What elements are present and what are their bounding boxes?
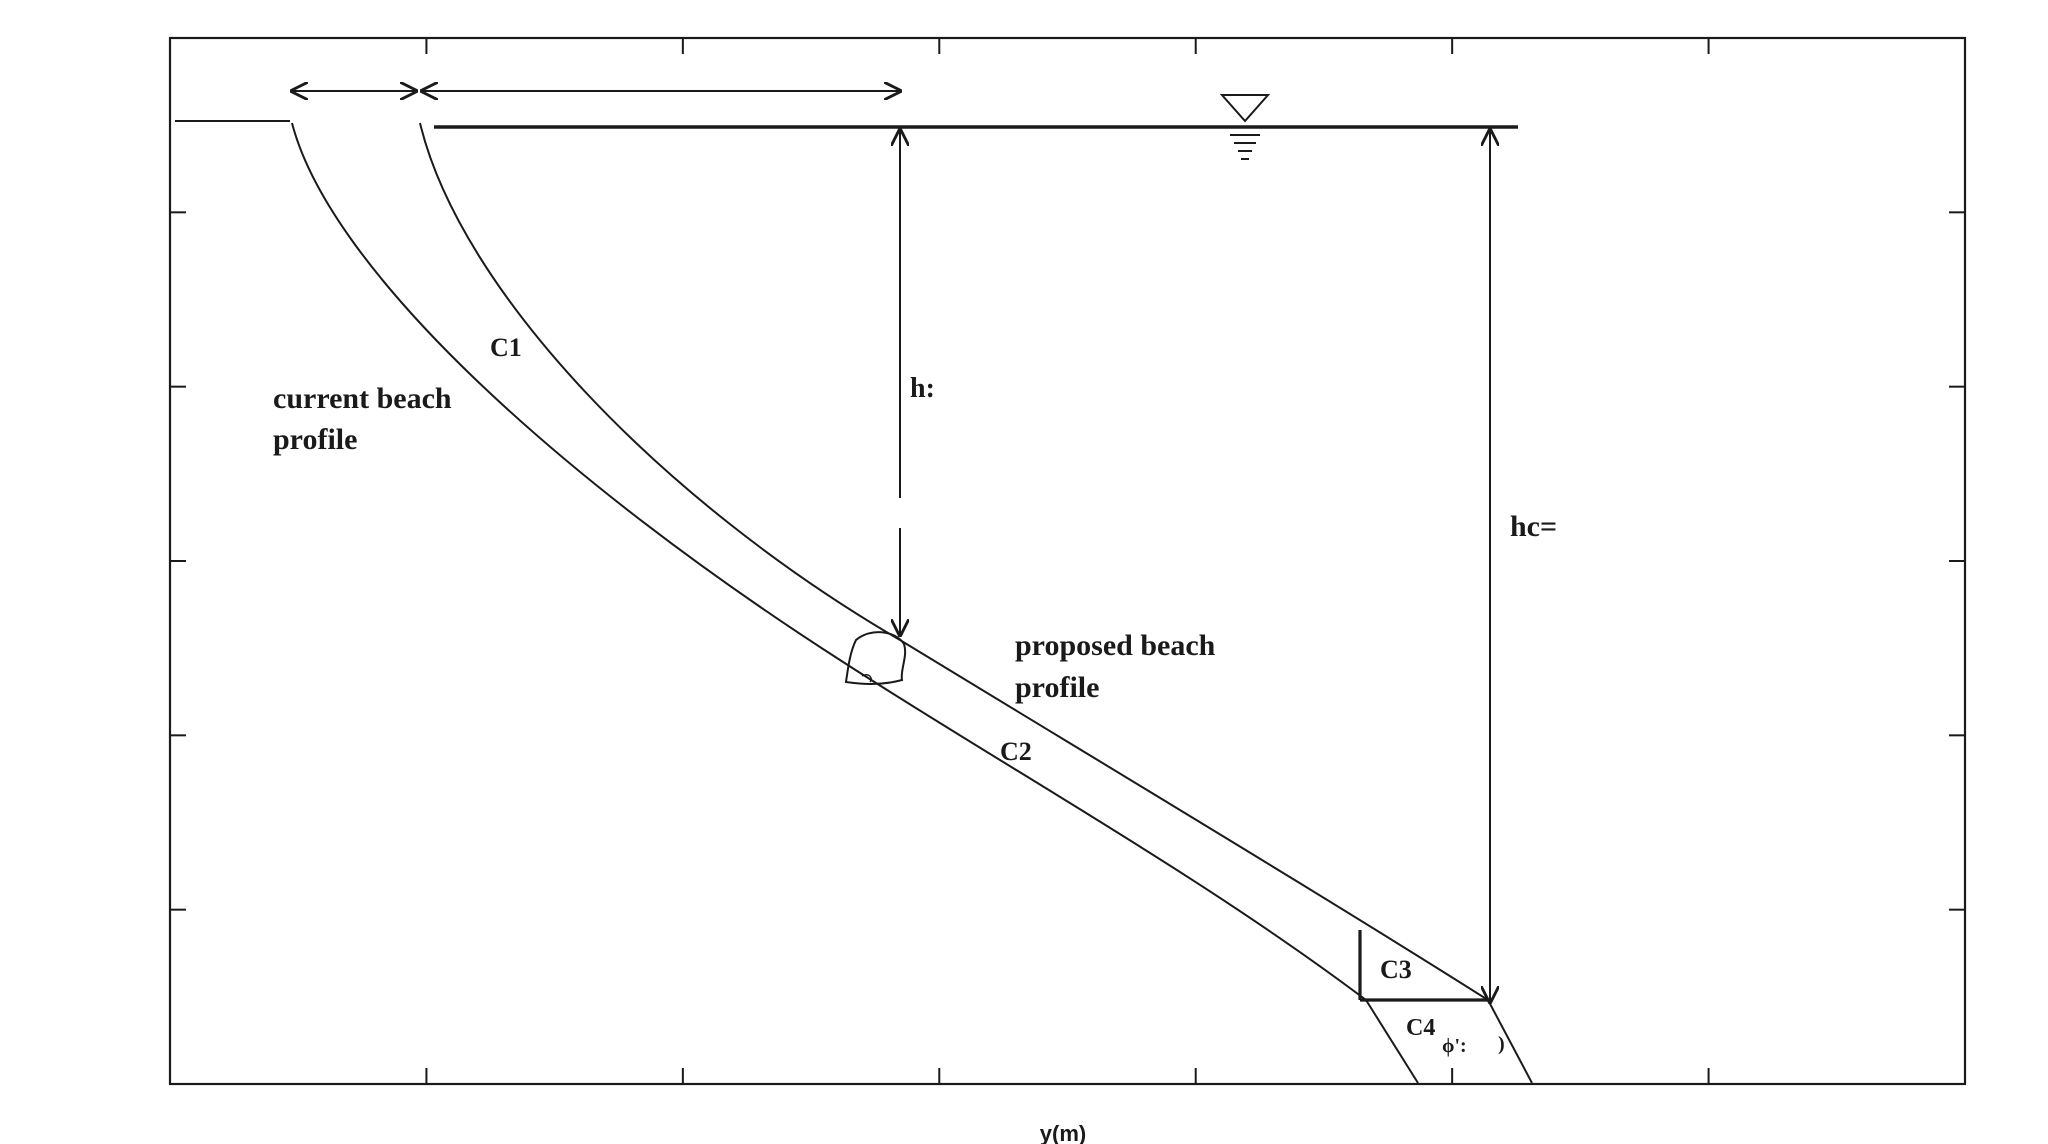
axis-ticks [170, 38, 1965, 1084]
plot-frame [168, 36, 1967, 1086]
label-current-profile-line2: profile [273, 423, 357, 456]
toe-structure [1358, 930, 1533, 1084]
label-h: h: [910, 373, 935, 404]
x-axis-label: y(m) [1040, 1121, 1086, 1144]
label-current-profile-line1: current beach [273, 382, 452, 415]
label-c4: C4 [1406, 1015, 1435, 1041]
depth-label-gap [894, 498, 906, 528]
rock-unit-icon [844, 631, 907, 685]
label-proposed-profile-line1: proposed beach [1015, 629, 1216, 662]
label-phi-close: ) [1498, 1033, 1505, 1055]
label-hc: hc= [1510, 510, 1557, 543]
label-phi: ϕ': [1442, 1035, 1467, 1057]
label-c3: C3 [1380, 955, 1412, 984]
inverted-triangle-water-level-icon [1219, 94, 1271, 160]
label-c2: C2 [1000, 737, 1032, 766]
label-c1: C1 [490, 333, 522, 362]
proposed-beach-profile-curve [419, 122, 1489, 1001]
current-beach-profile-curve [291, 122, 1367, 1001]
label-proposed-profile-line2: profile [1015, 671, 1099, 704]
